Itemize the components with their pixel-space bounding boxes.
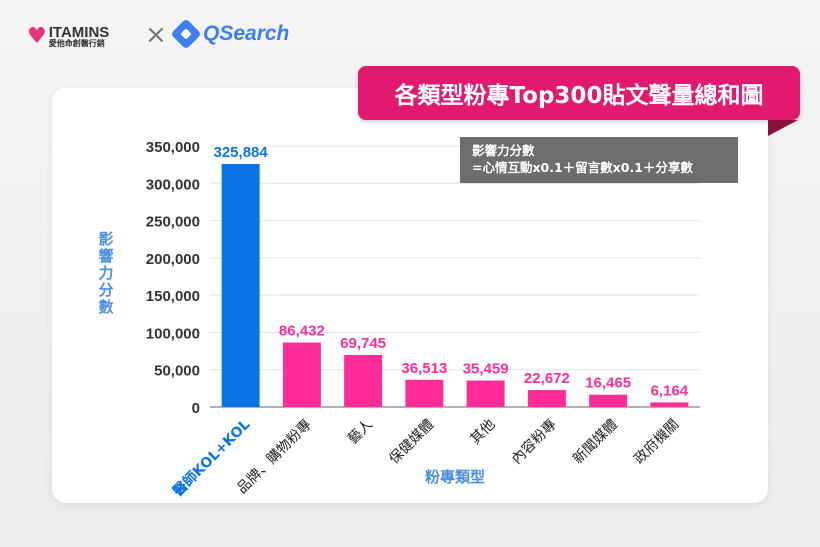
- bar-value-label: 69,745: [340, 335, 386, 352]
- vitamins-logo: ♥ ITAMINS 愛他命創醫行銷: [27, 24, 109, 49]
- banner-fold: [768, 120, 798, 136]
- y-axis-title-char: 分: [98, 281, 113, 299]
- formula-note: 影響力分數 =心情互動x0.1＋留言數x0.1＋分享數: [460, 137, 738, 183]
- x-tick-label: 其他: [467, 417, 498, 448]
- y-tick-label: 150,000: [146, 288, 200, 305]
- bar: [282, 342, 321, 407]
- x-tick-label: 內容粉專: [508, 416, 560, 468]
- bar-value-label: 86,432: [279, 323, 325, 340]
- brand2-name: QSearch: [203, 22, 290, 45]
- x-tick-label: 藝人: [345, 417, 376, 448]
- brand1-name: ITAMINS: [48, 24, 110, 41]
- separator: ×: [145, 20, 167, 50]
- bar-value-label: 6,164: [651, 382, 689, 399]
- bar: [221, 163, 260, 407]
- bar: [589, 394, 628, 407]
- brand1-subtitle: 愛他命創醫行銷: [48, 39, 105, 48]
- bar: [527, 390, 566, 407]
- x-axis-title: 粉專類型: [425, 468, 485, 486]
- bar-value-label: 22,672: [524, 370, 570, 387]
- y-axis-title-char: 響: [98, 247, 113, 265]
- y-tick-label: 100,000: [146, 325, 200, 342]
- y-tick-label: 50,000: [154, 363, 200, 380]
- hands-heart-icon: ♥: [27, 24, 47, 49]
- note-line2: =心情互動x0.1＋留言數x0.1＋分享數: [472, 160, 693, 175]
- y-tick-label: 0: [192, 400, 200, 417]
- note-line1: 影響力分數: [472, 143, 535, 158]
- x-tick-label: 保健媒體: [386, 417, 437, 468]
- y-axis-title-char: 數: [98, 298, 113, 316]
- bar-value-label: 325,884: [214, 144, 269, 161]
- y-axis-title-char: 力: [98, 264, 113, 282]
- bar: [405, 379, 444, 407]
- x-tick-label: 新聞媒體: [570, 417, 621, 468]
- y-tick-label: 250,000: [146, 214, 200, 231]
- bar: [344, 354, 383, 407]
- chart-title-banner: 各類型粉專Top300貼文聲量總和圖: [358, 66, 800, 120]
- x-tick-label: 政府機關: [631, 417, 682, 468]
- y-tick-label: 350,000: [146, 139, 200, 156]
- bar-value-label: 16,465: [585, 375, 631, 392]
- y-tick-label: 200,000: [146, 251, 200, 268]
- bar-value-label: 36,513: [401, 360, 447, 377]
- bar-value-label: 35,459: [463, 361, 509, 378]
- bar: [466, 380, 505, 407]
- qsearch-logo: QSearch: [170, 18, 290, 50]
- bar: [650, 402, 689, 407]
- y-tick-label: 300,000: [146, 176, 200, 193]
- y-axis-title-char: 影: [98, 230, 113, 248]
